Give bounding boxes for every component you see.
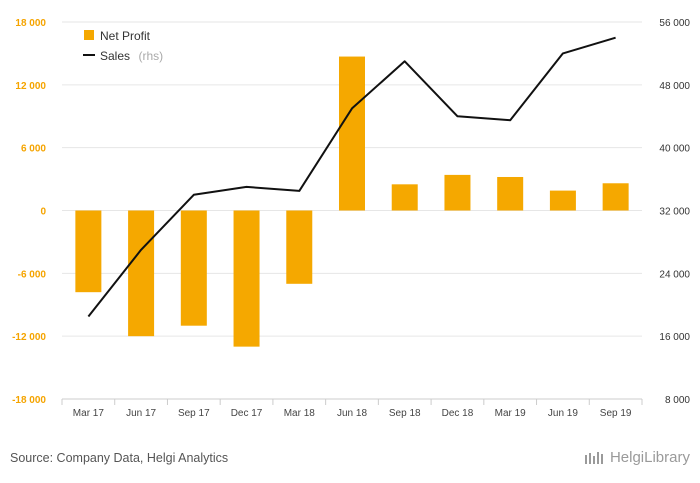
x-tick-label: Jun 18 xyxy=(337,408,367,419)
chart: -18 000 -12 000 -6 000 0 6 000 12 000 18 000 8… xyxy=(12,18,690,419)
net-profit-bar xyxy=(180,210,207,326)
net-profit-bar xyxy=(75,210,102,293)
right-tick-label: 32 000 xyxy=(659,207,690,218)
left-tick-label: 0 xyxy=(40,207,46,218)
right-tick-label: 8 000 xyxy=(665,395,690,406)
net-profit-bar xyxy=(549,190,576,211)
right-axis-ticks: 8 000 16 000 24 000 32 000 40 000 48 000 56 00… xyxy=(659,18,690,406)
net-profit-bar xyxy=(286,210,313,284)
left-tick-label: -6 000 xyxy=(18,269,47,280)
brand-logo: HelgiLibrary xyxy=(584,449,690,466)
x-tick-label: Sep 19 xyxy=(600,408,632,419)
library-icon xyxy=(584,451,603,464)
x-tick-label: Sep 17 xyxy=(178,408,210,419)
x-tick-label: Mar 19 xyxy=(495,408,527,419)
net-profit-bar xyxy=(128,210,155,337)
left-axis-ticks: -18 000 -12 000 -6 000 0 6 000 12 000 18 000 xyxy=(12,18,46,406)
x-tick-label: Jun 17 xyxy=(126,408,156,419)
legend-bar-label: Net Profit xyxy=(100,29,151,43)
legend-line-label-group: Sales (rhs) xyxy=(100,47,163,64)
net-profit-bar xyxy=(391,184,418,211)
right-tick-label: 48 000 xyxy=(659,81,690,92)
sales-line xyxy=(87,36,616,318)
left-tick-label: 18 000 xyxy=(15,18,46,29)
net-profit-bar xyxy=(602,183,629,211)
net-profit-bar xyxy=(497,176,524,211)
legend: Net Profit Sales (rhs) xyxy=(83,29,163,64)
sales-line-group xyxy=(87,36,616,318)
left-tick-label: 12 000 xyxy=(15,81,46,92)
legend-line-suffix: (rhs) xyxy=(138,49,163,63)
right-tick-label: 40 000 xyxy=(659,144,690,155)
x-tick-label: Mar 18 xyxy=(284,408,316,419)
x-tick-label: Jun 19 xyxy=(548,408,578,419)
right-tick-label: 16 000 xyxy=(659,332,690,343)
brand-name: HelgiLibrary xyxy=(609,449,690,466)
x-tick-label: Dec 18 xyxy=(442,408,474,419)
legend-bar-swatch xyxy=(84,30,94,40)
x-tick-label: Sep 18 xyxy=(389,408,421,419)
left-tick-label: -18 000 xyxy=(12,395,46,406)
right-tick-label: 24 000 xyxy=(659,269,690,280)
left-tick-label: -12 000 xyxy=(12,332,46,343)
x-tick-label: Dec 17 xyxy=(231,408,263,419)
x-axis-ticks: Mar 17 Jun 17 Sep 17 Dec 17 Mar 18 Jun 18 Sep … xyxy=(61,399,643,419)
left-tick-label: 6 000 xyxy=(21,144,46,155)
net-profit-bar xyxy=(339,56,365,211)
net-profit-bar xyxy=(444,174,471,211)
net-profit-bars xyxy=(75,56,629,347)
legend-line-label: Sales xyxy=(100,49,130,63)
source-note: Source: Company Data, Helgi Analytics xyxy=(10,451,229,465)
right-tick-label: 56 000 xyxy=(659,18,690,29)
net-profit-bar xyxy=(233,210,260,347)
x-tick-label: Mar 17 xyxy=(73,408,105,419)
